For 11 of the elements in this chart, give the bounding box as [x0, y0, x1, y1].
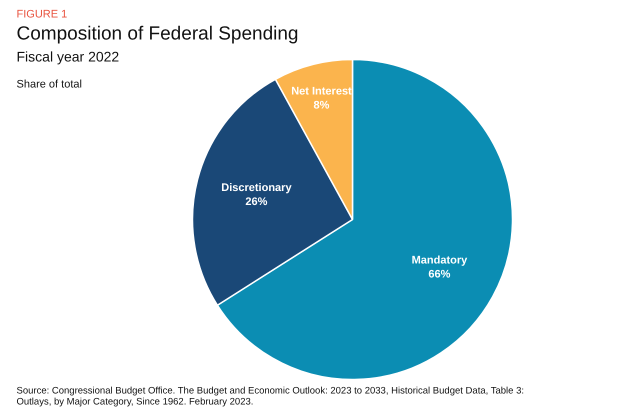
slice-label: Net Interest: [291, 86, 352, 98]
data-label: 8%: [314, 100, 330, 112]
text: Fiscal year 2022: [16, 48, 120, 64]
slice-label: Mandatory: [412, 254, 468, 266]
data-label: 26%: [245, 196, 268, 208]
data-label: 66%: [428, 268, 451, 280]
source-note: Source: Congressional Budget Office. The Budget and Economic Outlook: 2023 to 2033, Historical Budget Data, Table 3: Outlays, by Major Category, Since 1962. February 2023.: [16, 386, 524, 408]
caption: FIGURE 1: [16, 8, 68, 20]
chart-title: Composition of Federal Spending: [16, 24, 299, 44]
slice-label: Discretionary: [221, 182, 292, 194]
text: Share of total: [16, 78, 82, 90]
